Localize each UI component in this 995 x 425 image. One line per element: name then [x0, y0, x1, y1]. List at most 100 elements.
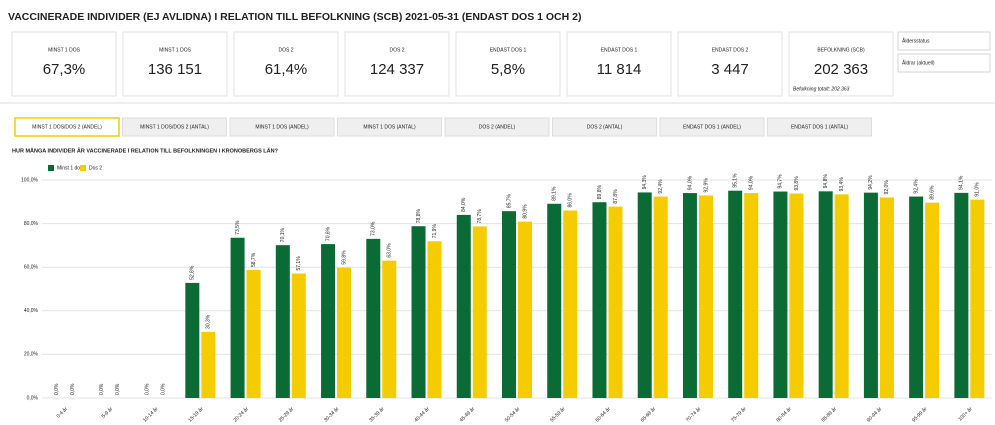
data-label: 78,8%: [416, 208, 422, 223]
data-label: 30,3%: [206, 314, 212, 329]
bar: [954, 192, 969, 398]
data-label: 0,0%: [144, 383, 150, 395]
bar: [185, 282, 200, 398]
kpi-value: 67,3%: [43, 61, 86, 78]
kpi-note: Befolkning totalt: 202 363: [793, 86, 850, 92]
bar: [653, 196, 668, 398]
y-tick-label: 40,0%: [24, 308, 39, 314]
x-tick-label: 70-74 år: [684, 405, 702, 423]
data-label: 94,2%: [868, 175, 874, 190]
kpi-value: 61,4%: [265, 61, 308, 78]
y-tick-label: 100,0%: [21, 177, 39, 183]
data-label: 94,3%: [642, 175, 648, 190]
kpi-card: [11, 31, 117, 97]
tab[interactable]: [552, 117, 657, 137]
bar: [682, 193, 697, 398]
y-tick-label: 0,0%: [27, 395, 39, 401]
bar: [411, 226, 426, 398]
tab[interactable]: [444, 117, 550, 137]
tab[interactable]: [337, 117, 442, 137]
kpi-label: ENDAST DOS 2: [712, 47, 749, 53]
y-tick-label: 60,0%: [24, 265, 39, 271]
data-label: 89,8%: [597, 185, 603, 200]
data-label: 87,8%: [613, 189, 619, 204]
x-tick-label: 20-24 år: [232, 405, 250, 423]
bar: [909, 196, 924, 398]
kpi-value: 202 363: [814, 61, 868, 78]
bar: [879, 197, 894, 398]
legend-label: Dos 2: [89, 165, 102, 171]
data-label: 80,9%: [522, 204, 528, 219]
tab-label: MINST 1 DOS/DOS 2 (ANDEL): [32, 124, 102, 130]
data-label: 93,4%: [839, 177, 845, 192]
bar: [863, 192, 878, 398]
data-label: 0,0%: [54, 383, 60, 395]
kpi-label: MINST 1 DOS: [159, 47, 192, 53]
tab[interactable]: [14, 117, 120, 137]
tab[interactable]: [767, 117, 872, 137]
filter-label: Åldersstatus: [902, 37, 930, 44]
x-tick-label: 60-64 år: [594, 405, 612, 423]
kpi-label: ENDAST DOS 1: [490, 47, 527, 53]
bar: [427, 241, 442, 398]
bar: [728, 190, 743, 398]
tab[interactable]: [229, 117, 335, 137]
data-label: 73,0%: [371, 221, 377, 236]
x-tick-label: 25-29 år: [277, 405, 295, 423]
bar: [518, 221, 532, 398]
data-label: 94,8%: [823, 174, 829, 189]
data-label: 57,1%: [296, 256, 302, 271]
bar: [366, 238, 381, 398]
x-tick-label: 45-49 år: [458, 405, 476, 423]
data-label: 52,8%: [190, 265, 196, 280]
x-tick-label: 65-69 år: [639, 405, 657, 423]
bar: [789, 193, 804, 398]
bar: [563, 210, 578, 398]
bar: [547, 203, 562, 398]
tab-label: DOS 2 (ANDEL): [479, 124, 516, 130]
bar: [275, 245, 290, 398]
bar: [201, 331, 216, 398]
data-label: 92,4%: [913, 179, 919, 194]
bar: [246, 270, 261, 398]
x-tick-label: 30-34 år: [322, 405, 340, 423]
tab-label: MINST 1 DOS (ANDEL): [255, 124, 309, 130]
bar: [592, 202, 607, 398]
data-label: 92,0%: [884, 180, 890, 195]
data-label: 89,6%: [929, 185, 935, 200]
kpi-card: [233, 31, 339, 97]
data-label: 84,0%: [461, 197, 467, 212]
filter-dropdown[interactable]: [897, 53, 991, 73]
x-tick-label: 75-79 år: [729, 405, 747, 423]
x-tick-label: 55-59 år: [548, 405, 566, 423]
kpi-label: DOS 2: [389, 47, 404, 53]
kpi-card: [566, 31, 672, 97]
bar: [291, 273, 306, 398]
x-tick-label: 100+ år: [957, 405, 974, 422]
kpi-value: 124 337: [370, 61, 424, 78]
data-label: 94,1%: [959, 175, 965, 190]
bar: [337, 267, 352, 398]
legend-label: Minst 1 dos: [57, 165, 83, 171]
kpi-label: MINST 1 DOS: [48, 47, 81, 53]
data-label: 0,0%: [115, 383, 121, 395]
data-label: 94,0%: [749, 175, 755, 190]
tab-label: MINST 1 DOS/DOS 2 (ANTAL): [140, 124, 209, 130]
page-title: VACCINERADE INDIVIDER (EJ AVLIDNA) I REL…: [8, 11, 581, 23]
data-label: 89,1%: [552, 186, 558, 201]
kpi-label: ENDAST DOS 1: [601, 47, 638, 53]
x-tick-label: 80-84 år: [775, 405, 793, 423]
tab[interactable]: [659, 117, 765, 137]
bar: [744, 193, 759, 398]
x-tick-label: 0-4 år: [55, 405, 69, 419]
data-label: 94,7%: [778, 174, 784, 189]
filter-dropdown[interactable]: [897, 31, 991, 51]
tab-label: DOS 2 (ANTAL): [587, 124, 623, 130]
x-tick-label: 15-19 år: [187, 405, 205, 423]
data-label: 0,0%: [160, 383, 166, 395]
tab[interactable]: [122, 117, 227, 137]
tab-label: ENDAST DOS 1 (ANDEL): [683, 124, 741, 130]
x-tick-label: 50-54 år: [503, 405, 521, 423]
kpi-value: 3 447: [711, 61, 749, 78]
x-tick-label: 40-44 år: [413, 405, 431, 423]
